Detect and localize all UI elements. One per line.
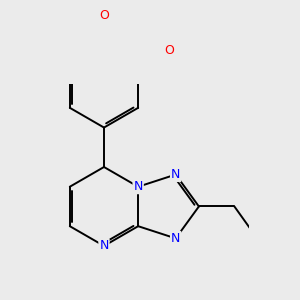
Text: N: N xyxy=(171,168,180,181)
Text: O: O xyxy=(164,44,174,57)
Text: N: N xyxy=(134,180,143,193)
Text: O: O xyxy=(99,9,109,22)
Text: N: N xyxy=(99,239,109,252)
Text: N: N xyxy=(171,232,180,245)
